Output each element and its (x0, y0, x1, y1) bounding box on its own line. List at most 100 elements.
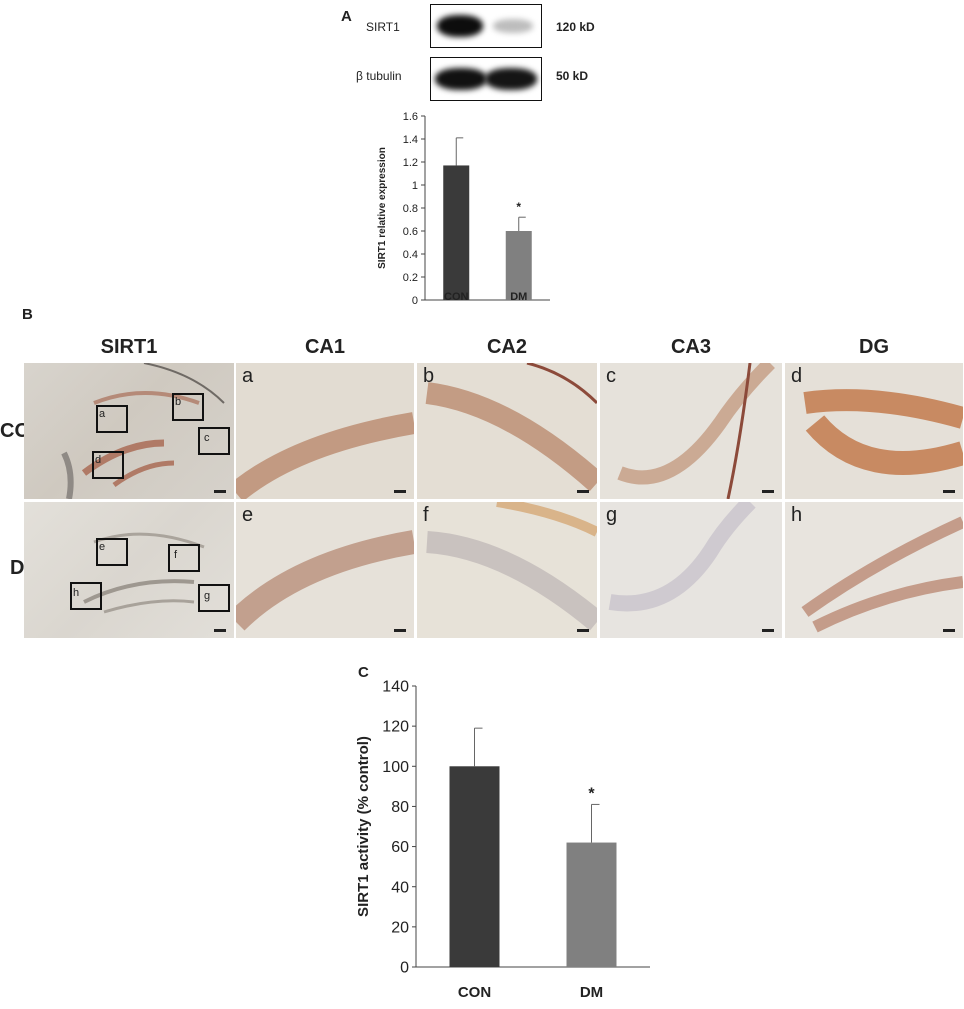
blot-size-tubulin: 50 kD (556, 69, 589, 83)
panel-b-letter: B (22, 306, 33, 323)
y-tick-label: 1.6 (403, 111, 418, 123)
box-b-con: b (172, 393, 204, 421)
x-tick-label-con: CON (458, 984, 491, 1001)
y-axis-title: SIRT1 activity (% control) (355, 736, 372, 917)
significance-marker: * (516, 200, 521, 214)
western-blot-sirt1 (430, 4, 542, 48)
micrograph-ca3-con: c (600, 363, 782, 499)
micrograph-ca1-con: a (236, 363, 414, 499)
box-letter-h: h (73, 587, 80, 599)
cell-layer-ca2-dm (426, 502, 597, 631)
scale-bar (214, 629, 226, 632)
y-tick-label: 20 (391, 919, 409, 936)
panel-a-letter: A (341, 8, 352, 25)
x-tick-label-dm: DM (510, 291, 527, 303)
y-tick-label: 40 (391, 879, 409, 896)
box-letter-e: e (99, 541, 106, 553)
col-header-sirt1: SIRT1 (100, 336, 158, 358)
cell-layer-ca1-con (236, 412, 414, 499)
y-tick-label: 0.2 (403, 272, 418, 284)
tile-letter-f: f (423, 504, 429, 526)
micrograph-dg-con: d (785, 363, 963, 499)
cell-layer-ca1-dm (236, 530, 414, 631)
tile-letter-d: d (791, 365, 803, 387)
scale-bar (762, 490, 774, 493)
box-letter-c: c (204, 432, 210, 444)
box-letter-b: b (175, 396, 182, 408)
tile-letter-b: b (423, 365, 435, 387)
y-tick-label: 60 (391, 839, 409, 856)
y-tick-label: 0.4 (403, 249, 418, 261)
box-f-dm: f (168, 544, 200, 572)
y-tick-label: 0.6 (403, 226, 418, 238)
bar-con (449, 766, 500, 967)
col-header-ca3: CA3 (670, 336, 711, 358)
col-header-dg: DG (859, 336, 889, 358)
box-a-con: a (96, 405, 128, 433)
micrograph-ca2-dm: f (417, 502, 597, 638)
micrograph-dg-dm: h (785, 502, 963, 638)
overview-image-dm: e f g h (24, 502, 234, 638)
scale-bar (577, 629, 589, 632)
box-letter-a: a (99, 408, 106, 420)
overview-image-con: a b c d (24, 363, 234, 499)
tile-letter-c: c (606, 365, 616, 387)
cell-layer-ca2-con (425, 363, 597, 492)
box-g-dm: g (198, 584, 230, 612)
box-c-con: c (198, 427, 230, 455)
y-axis-title: SIRT1 relative expression (377, 147, 388, 269)
x-tick-label-dm: DM (580, 984, 603, 1001)
col-header-ca2: CA2 (486, 336, 527, 358)
box-letter-f: f (174, 549, 178, 561)
box-letter-d: d (95, 454, 102, 466)
y-tick-label: 1.2 (403, 157, 418, 169)
panel-c-letter: C (358, 664, 369, 681)
blot-size-sirt1: 120 kD (556, 20, 595, 34)
y-tick-label: 0.8 (403, 203, 418, 215)
scale-bar (943, 490, 955, 493)
blot-band-con (437, 15, 483, 37)
cell-layer-dg-dm (801, 516, 963, 633)
y-tick-label: 140 (382, 679, 409, 696)
y-tick-label: 100 (382, 759, 409, 776)
micrograph-ca1-dm: e (236, 502, 414, 638)
y-tick-label: 0 (412, 295, 418, 304)
box-h-dm: h (70, 582, 102, 610)
scale-bar (943, 629, 955, 632)
y-tick-label: 1 (412, 180, 418, 192)
box-letter-g: g (204, 590, 211, 602)
hippocampus-outline-dm (83, 532, 205, 614)
scale-bar (394, 629, 406, 632)
bar-con (443, 165, 470, 300)
cell-layer-ca3-con (617, 363, 775, 499)
tile-letter-h: h (791, 504, 803, 526)
blot-band-tubulin-con (435, 68, 487, 90)
tile-letter-g: g (606, 504, 618, 526)
scale-bar (762, 629, 774, 632)
micrograph-ca3-dm: g (600, 502, 782, 638)
y-tick-label: 0 (400, 960, 409, 977)
x-tick-label-con: CON (444, 291, 469, 303)
y-tick-label: 1.4 (403, 134, 418, 146)
blot-label-sirt1: SIRT1 (366, 20, 400, 34)
y-tick-label: 80 (391, 799, 409, 816)
scale-bar (577, 490, 589, 493)
scale-bar (214, 490, 226, 493)
tile-letter-e: e (242, 504, 254, 526)
scale-bar (394, 490, 406, 493)
blot-label-tubulin: β tubulin (356, 69, 402, 83)
cell-layer-ca3-dm (608, 502, 756, 612)
tile-letter-a: a (242, 365, 254, 387)
chart-a: 0 0.2 0.4 0.6 0.8 1 1.2 1.4 1.6 CON * DM SIRT1 relat… (377, 111, 550, 304)
bar-dm (566, 842, 617, 967)
chart-c: 0 20 40 60 80 100 120 140 CON * DM SIRT1 activity (… (355, 679, 650, 1001)
blot-band-dm (493, 19, 533, 33)
y-tick-label: 120 (382, 719, 409, 736)
cell-layer-dg-con (803, 389, 963, 475)
significance-marker: * (588, 785, 595, 802)
blot-band-tubulin-dm (485, 68, 537, 90)
col-header-ca1: CA1 (304, 336, 345, 358)
box-d-con: d (92, 451, 124, 479)
bar-dm (505, 231, 532, 300)
western-blot-tubulin (430, 57, 542, 101)
